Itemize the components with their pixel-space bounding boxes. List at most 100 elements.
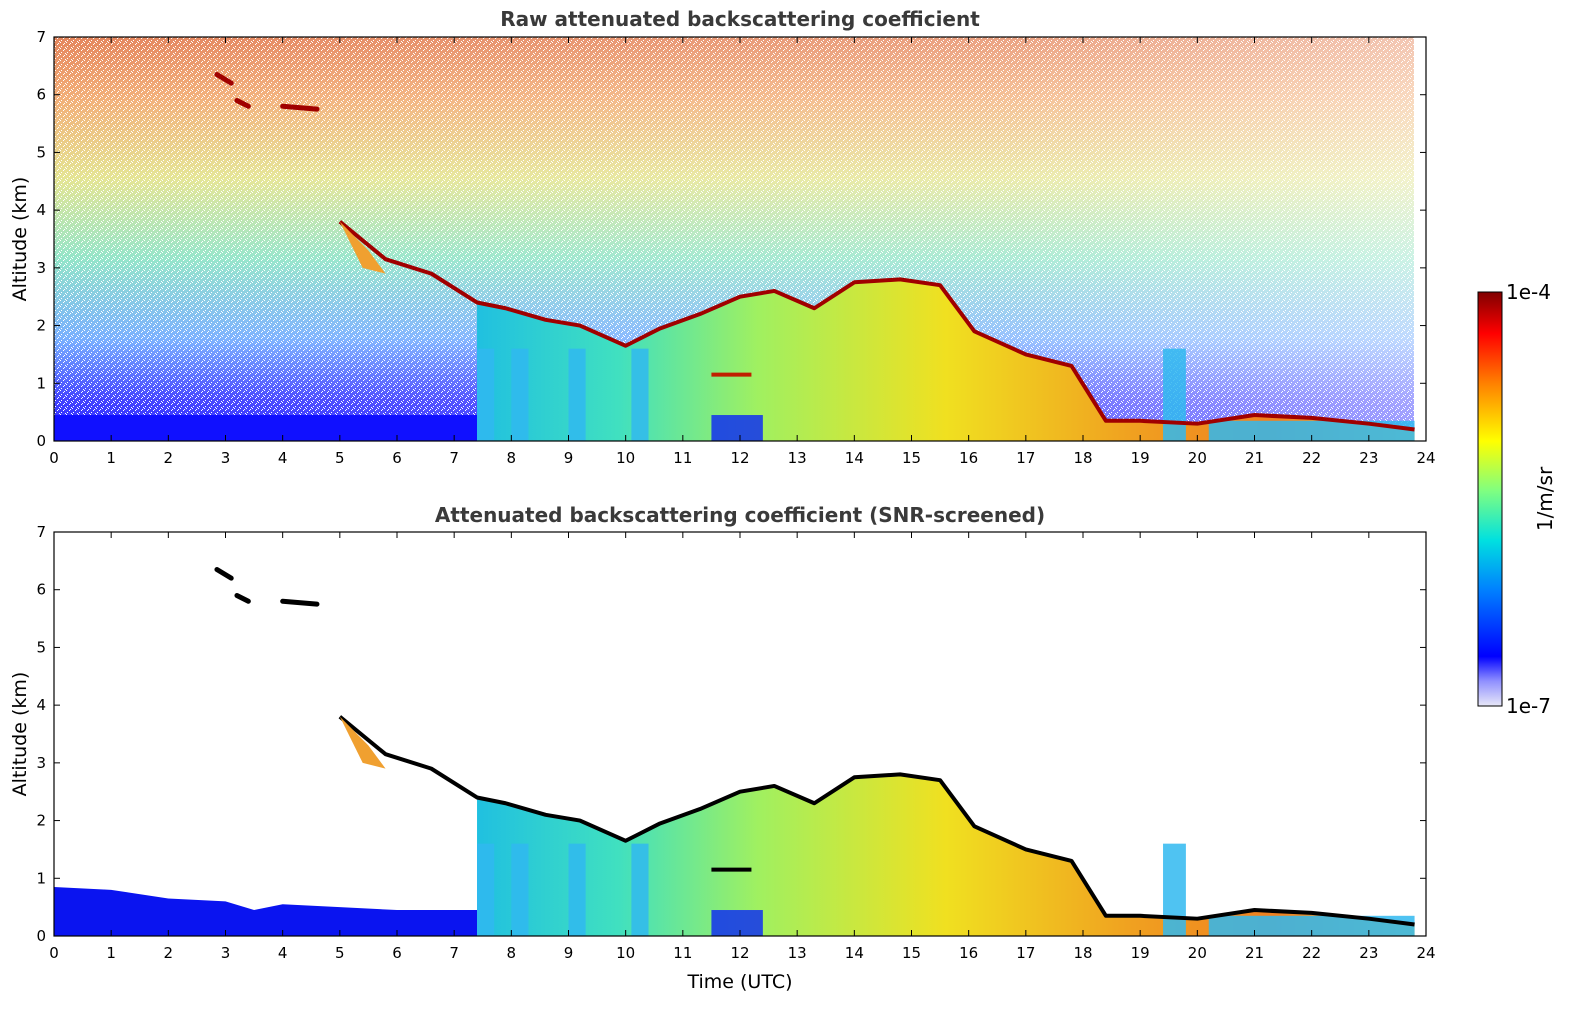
x-tick-label: 8 — [507, 944, 517, 962]
x-tick-label: 15 — [902, 944, 921, 962]
x-tick-label: 7 — [449, 449, 459, 467]
aerosol-column — [477, 843, 495, 936]
y-tick-label: 0 — [36, 927, 46, 945]
y-tick-label: 7 — [36, 28, 46, 46]
x-tick-label: 17 — [1016, 944, 1035, 962]
aerosol-column — [631, 348, 649, 441]
y-tick-label: 5 — [36, 638, 46, 656]
aerosol-column — [511, 843, 529, 936]
boundary-layer-raw — [54, 415, 478, 441]
aerosol-column — [1208, 420, 1415, 441]
x-tick-label: 13 — [788, 944, 807, 962]
x-tick-label: 1 — [106, 944, 116, 962]
panel-screened: Attenuated backscattering coefficient (S… — [9, 503, 1436, 993]
aerosol-column — [568, 348, 586, 441]
x-tick-label: 22 — [1302, 944, 1321, 962]
cirrus-patch — [234, 97, 251, 109]
x-tick-label: 8 — [507, 449, 517, 467]
aerosol-layer — [477, 774, 1415, 936]
x-tick-label: 19 — [1131, 944, 1150, 962]
y-axis-label-screened: Altitude (km) — [9, 672, 31, 797]
cirrus-patch — [280, 103, 320, 112]
x-tick-label: 20 — [1188, 944, 1207, 962]
colorbar: 1e-4 1e-7 1/m/sr — [1477, 280, 1557, 718]
y-tick-label: 1 — [36, 869, 46, 887]
x-tick-label: 2 — [164, 944, 174, 962]
colorbar-max-label: 1e-4 — [1506, 280, 1551, 304]
y-tick-label: 2 — [36, 812, 46, 830]
x-tick-label: 15 — [902, 449, 921, 467]
x-tick-label: 17 — [1016, 449, 1035, 467]
descending-layer — [339, 716, 386, 769]
x-tick-label: 24 — [1416, 944, 1435, 962]
cloud-top-trace — [338, 715, 1415, 927]
colorbar-gradient — [1477, 291, 1503, 707]
x-tick-label: 12 — [730, 449, 749, 467]
y-tick-label: 5 — [36, 143, 46, 161]
y-tick-label: 3 — [36, 259, 46, 277]
y-tick-label: 4 — [36, 201, 46, 219]
x-tick-label: 24 — [1416, 449, 1435, 467]
y-tick-label: 6 — [36, 581, 46, 599]
cirrus-patch — [214, 72, 234, 86]
aerosol-column — [568, 843, 586, 936]
x-tick-label: 4 — [278, 449, 288, 467]
x-tick-label: 21 — [1245, 449, 1264, 467]
x-tick-label: 11 — [673, 449, 692, 467]
aerosol-column — [711, 910, 763, 936]
aerosol-column — [1163, 843, 1186, 936]
aerosol-layer — [477, 279, 1415, 441]
aerosol-column — [477, 348, 495, 441]
x-tick-label: 18 — [1073, 944, 1092, 962]
x-tick-label: 3 — [221, 944, 231, 962]
x-tick-label: 7 — [449, 944, 459, 962]
x-tick-label: 10 — [616, 944, 635, 962]
x-tick-label: 19 — [1131, 449, 1150, 467]
x-tick-label: 0 — [49, 944, 59, 962]
y-tick-label: 3 — [36, 754, 46, 772]
x-tick-label: 5 — [335, 944, 345, 962]
aerosol-column — [511, 348, 529, 441]
x-tick-label: 1 — [106, 449, 116, 467]
x-tick-label: 18 — [1073, 449, 1092, 467]
heatmap-screened — [54, 567, 1415, 936]
cirrus-patch — [280, 598, 320, 607]
chart-title-screened: Attenuated backscattering coefficient (S… — [435, 503, 1045, 527]
x-tick-label: 11 — [673, 944, 692, 962]
descending-layer — [339, 221, 386, 274]
x-tick-label: 13 — [788, 449, 807, 467]
x-tick-label: 23 — [1359, 449, 1378, 467]
x-tick-label: 6 — [392, 944, 402, 962]
aerosol-column — [711, 415, 763, 441]
heatmap-raw — [54, 37, 1415, 441]
cloud-top-trace — [338, 220, 1415, 432]
y-tick-label: 1 — [36, 374, 46, 392]
x-tick-label: 16 — [959, 944, 978, 962]
x-tick-label: 6 — [392, 449, 402, 467]
x-tick-label: 14 — [845, 449, 864, 467]
x-tick-label: 16 — [959, 449, 978, 467]
x-tick-label: 23 — [1359, 944, 1378, 962]
y-tick-label: 4 — [36, 696, 46, 714]
x-tick-label: 2 — [164, 449, 174, 467]
cirrus-patch — [234, 592, 251, 604]
panel-raw: Raw attenuated backscattering coefficien… — [9, 7, 1436, 467]
x-tick-label: 20 — [1188, 449, 1207, 467]
x-tick-label: 3 — [221, 449, 231, 467]
y-tick-label: 0 — [36, 432, 46, 450]
aerosol-column — [631, 843, 649, 936]
x-tick-label: 10 — [616, 449, 635, 467]
x-tick-label: 21 — [1245, 944, 1264, 962]
x-tick-label: 22 — [1302, 449, 1321, 467]
x-tick-label: 9 — [564, 449, 574, 467]
y-tick-label: 6 — [36, 86, 46, 104]
chart-title-raw: Raw attenuated backscattering coefficien… — [500, 7, 980, 31]
aerosol-column — [1163, 348, 1186, 441]
aerosol-column — [1208, 915, 1415, 936]
colorbar-min-label: 1e-7 — [1506, 694, 1551, 718]
cirrus-patch — [214, 567, 234, 581]
y-axis-label-raw: Altitude (km) — [9, 177, 31, 302]
boundary-layer-screened — [54, 886, 478, 936]
x-tick-label: 14 — [845, 944, 864, 962]
